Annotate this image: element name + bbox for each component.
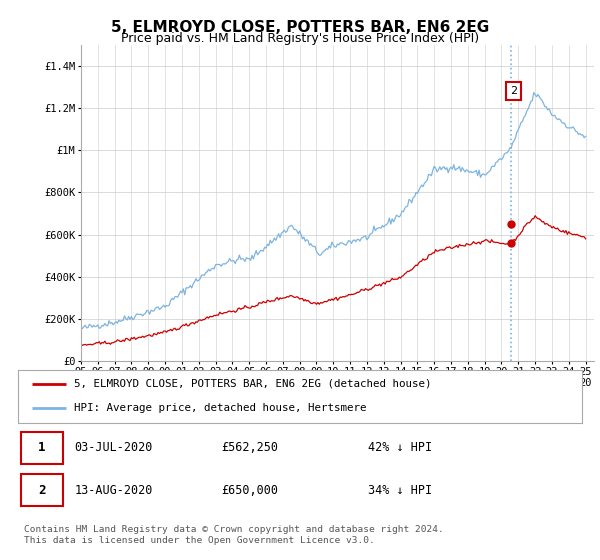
Text: £650,000: £650,000 — [221, 484, 278, 497]
Text: 1: 1 — [38, 441, 46, 454]
Text: 5, ELMROYD CLOSE, POTTERS BAR, EN6 2EG: 5, ELMROYD CLOSE, POTTERS BAR, EN6 2EG — [111, 20, 489, 35]
Text: Contains HM Land Registry data © Crown copyright and database right 2024.
This d: Contains HM Land Registry data © Crown c… — [24, 525, 444, 545]
Text: 13-AUG-2020: 13-AUG-2020 — [74, 484, 153, 497]
Text: HPI: Average price, detached house, Hertsmere: HPI: Average price, detached house, Hert… — [74, 403, 367, 413]
Text: 2: 2 — [38, 484, 46, 497]
FancyBboxPatch shape — [21, 432, 63, 464]
Text: £562,250: £562,250 — [221, 441, 278, 454]
FancyBboxPatch shape — [21, 474, 63, 506]
Text: 34% ↓ HPI: 34% ↓ HPI — [368, 484, 432, 497]
Text: 42% ↓ HPI: 42% ↓ HPI — [368, 441, 432, 454]
Text: 5, ELMROYD CLOSE, POTTERS BAR, EN6 2EG (detached house): 5, ELMROYD CLOSE, POTTERS BAR, EN6 2EG (… — [74, 379, 432, 389]
Text: Price paid vs. HM Land Registry's House Price Index (HPI): Price paid vs. HM Land Registry's House … — [121, 32, 479, 45]
Text: 2: 2 — [510, 86, 517, 96]
Text: 03-JUL-2020: 03-JUL-2020 — [74, 441, 153, 454]
